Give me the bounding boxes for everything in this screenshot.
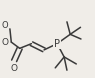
Text: O: O xyxy=(11,64,18,73)
Text: O: O xyxy=(2,38,9,47)
Text: O: O xyxy=(1,21,8,30)
Text: P: P xyxy=(54,39,60,49)
